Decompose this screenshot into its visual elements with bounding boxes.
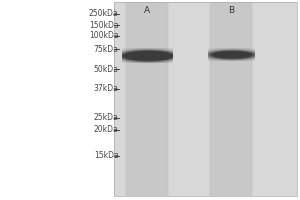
Text: 20kDa: 20kDa — [94, 126, 118, 134]
Bar — [126, 2, 168, 196]
Bar — [114, 2, 297, 196]
Text: 37kDa: 37kDa — [94, 84, 118, 93]
Text: 15kDa: 15kDa — [94, 152, 118, 160]
Text: 25kDa: 25kDa — [94, 114, 118, 122]
Bar — [210, 2, 252, 196]
Text: 250kDa: 250kDa — [89, 9, 118, 19]
Text: A: A — [144, 6, 150, 15]
Text: 50kDa: 50kDa — [94, 64, 118, 73]
Text: B: B — [228, 6, 234, 15]
Bar — [114, 2, 297, 196]
Text: 100kDa: 100kDa — [89, 31, 118, 40]
Text: 75kDa: 75kDa — [94, 45, 118, 53]
Text: 150kDa: 150kDa — [89, 21, 118, 29]
